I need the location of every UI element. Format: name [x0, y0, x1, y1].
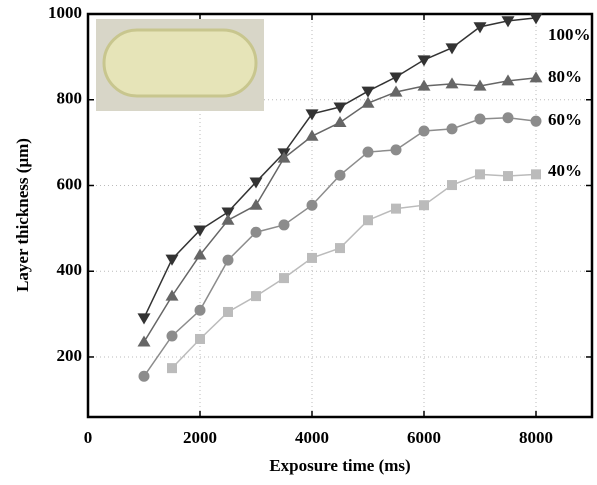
- point: [391, 144, 402, 155]
- point: [279, 273, 289, 283]
- point: [335, 243, 345, 253]
- point: [306, 109, 319, 120]
- point: [195, 334, 205, 344]
- point: [531, 169, 541, 179]
- point: [531, 116, 542, 127]
- point: [251, 291, 261, 301]
- point: [446, 43, 459, 54]
- x-tick-label: 8000: [519, 428, 553, 447]
- point: [362, 97, 375, 108]
- point: [279, 219, 290, 230]
- point: [475, 169, 485, 179]
- point: [138, 313, 151, 324]
- photo-object: [104, 30, 256, 96]
- point: [530, 71, 543, 82]
- point: [446, 77, 459, 88]
- point: [307, 253, 317, 263]
- point: [503, 112, 514, 123]
- x-tick-label: 0: [84, 428, 93, 447]
- point: [363, 215, 373, 225]
- x-tick-label: 4000: [295, 428, 329, 447]
- point: [307, 200, 318, 211]
- x-tick-label: 6000: [407, 428, 441, 447]
- series-label: 100%: [548, 25, 591, 44]
- y-tick-label: 400: [57, 260, 83, 279]
- point: [251, 227, 262, 238]
- series-label: 80%: [548, 67, 582, 86]
- point: [306, 130, 319, 141]
- point: [139, 371, 150, 382]
- series-label: 40%: [548, 161, 582, 180]
- inset-photo: [96, 19, 264, 111]
- point: [363, 147, 374, 158]
- point: [419, 200, 429, 210]
- y-tick-label: 600: [57, 174, 83, 193]
- point: [334, 116, 347, 127]
- point: [166, 255, 179, 266]
- point: [195, 305, 206, 316]
- point: [335, 170, 346, 181]
- point: [475, 114, 486, 125]
- point: [223, 255, 234, 266]
- point: [418, 55, 431, 66]
- point: [362, 87, 375, 98]
- point: [390, 72, 403, 83]
- point: [167, 330, 178, 341]
- point: [474, 22, 487, 33]
- x-tick-label: 2000: [183, 428, 217, 447]
- point: [391, 204, 401, 214]
- series-line: [172, 174, 536, 368]
- point: [138, 335, 151, 346]
- y-axis-title: Layer thickness (μm): [13, 138, 32, 292]
- point: [447, 180, 457, 190]
- y-tick-label: 200: [57, 346, 83, 365]
- y-tick-label: 800: [57, 89, 83, 108]
- chart: Exposure time (ms) Layer thickness (μm) …: [0, 0, 597, 485]
- point: [250, 199, 263, 210]
- point: [419, 126, 430, 137]
- x-axis-title: Exposure time (ms): [269, 456, 410, 475]
- point: [447, 123, 458, 134]
- point: [166, 290, 179, 301]
- point: [167, 363, 177, 373]
- point: [223, 307, 233, 317]
- series-label: 60%: [548, 110, 582, 129]
- point: [503, 171, 513, 181]
- y-tick-label: 1000: [48, 3, 82, 22]
